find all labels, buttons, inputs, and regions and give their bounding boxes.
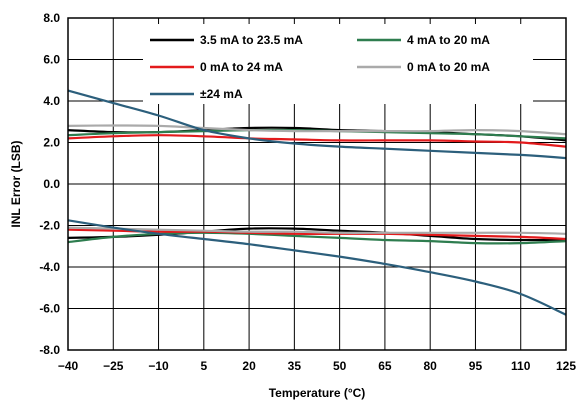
y-tick-label: -6.0: [39, 302, 60, 316]
legend: 3.5 mA to 23.5 mA 4 mA to 20 mA 0 mA to 24…: [150, 33, 490, 101]
x-tick-label: 5: [200, 359, 207, 373]
legend-label: ±24 mA: [200, 87, 243, 101]
y-tick-label: 8.0: [43, 11, 60, 25]
x-axis-title: Temperature (°C): [269, 386, 366, 400]
legend-label: 4 mA to 20 mA: [407, 33, 490, 47]
legend-background: [143, 24, 533, 104]
series-line: [67, 219, 567, 316]
y-tick-label: 2.0: [43, 136, 60, 150]
tick-labels: −40 −25 −10 5 20 35 50 65 80 95 110 125 8.0 6.0 4.0 2.0…: [39, 11, 576, 373]
x-tick-label: 35: [288, 359, 302, 373]
y-tick-label: -8.0: [39, 343, 60, 357]
x-tick-label: 110: [511, 359, 531, 373]
y-tick-label: 0.0: [43, 177, 60, 191]
x-tick-label: 95: [469, 359, 483, 373]
y-axis-title: INL Error (LSB): [9, 140, 23, 227]
legend-label: 3.5 mA to 23.5 mA: [200, 33, 303, 47]
x-tick-label: 80: [424, 359, 438, 373]
y-tick-label: 4.0: [43, 94, 60, 108]
x-tick-label: 125: [556, 359, 576, 373]
series-lines: [67, 89, 567, 316]
x-tick-label: −25: [103, 359, 124, 373]
series-line: [67, 134, 567, 148]
x-tick-label: 50: [333, 359, 347, 373]
y-tick-label: -4.0: [39, 260, 60, 274]
y-tick-label: -2.0: [39, 219, 60, 233]
legend-label: 0 mA to 20 mA: [407, 60, 490, 74]
x-tick-label: 65: [378, 359, 392, 373]
y-tick-label: 6.0: [43, 53, 60, 67]
series-line: [67, 228, 567, 241]
legend-label: 0 mA to 24 mA: [200, 60, 283, 74]
x-tick-label: −10: [148, 359, 169, 373]
x-tick-label: 20: [242, 359, 256, 373]
series-line: [67, 89, 567, 160]
plot-frame: [67, 17, 567, 351]
series-line: [67, 226, 567, 235]
series-line: [67, 124, 567, 136]
x-tick-label: −40: [58, 359, 79, 373]
